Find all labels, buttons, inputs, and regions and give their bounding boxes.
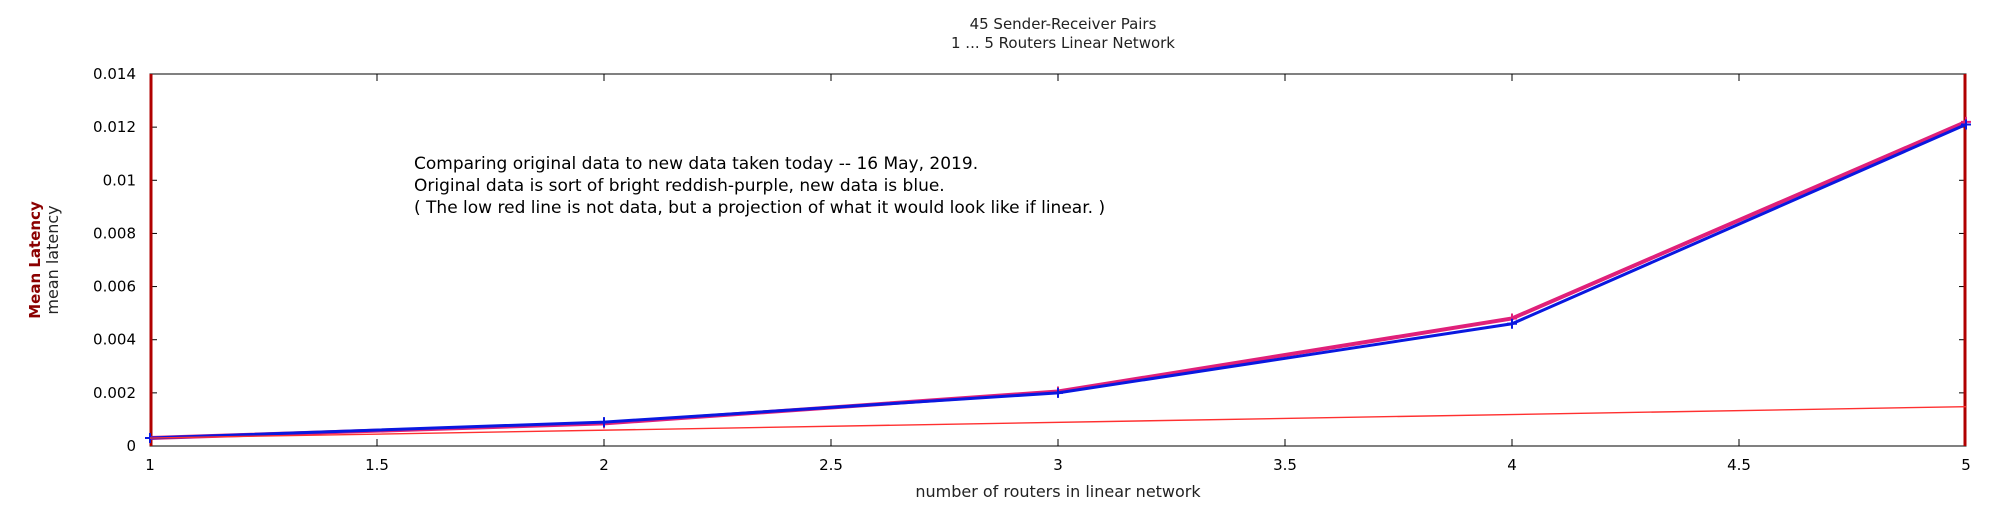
series-2-point — [599, 417, 609, 428]
annotation-line-3: ( The low red line is not data, but a pr… — [414, 198, 1105, 218]
y-axis-label: mean latency — [43, 205, 62, 314]
y-tick-label: 0.008 — [93, 224, 136, 242]
series-layer — [145, 116, 1971, 444]
x-tick-label: 3.5 — [1273, 456, 1297, 474]
chart-title: 45 Sender-Receiver Pairs — [970, 15, 1157, 33]
annotation-line-2: Original data is sort of bright reddish-… — [414, 176, 945, 196]
x-tick-label: 5 — [1961, 456, 1971, 474]
y-tick-labels: 0 0.002 0.004 0.006 0.008 0.01 0.012 0.014 — [93, 65, 136, 455]
y-tick-label: 0.012 — [93, 118, 136, 136]
x-tick-label: 4.5 — [1727, 456, 1751, 474]
series-2-point — [1507, 318, 1517, 329]
y-tick-label: 0.004 — [93, 331, 136, 349]
series-2-point — [1961, 119, 1971, 130]
series-2-point — [1053, 387, 1063, 398]
series-line-3 — [149, 405, 1967, 439]
x-tick-label: 4 — [1507, 456, 1517, 474]
x-tick-label: 1.5 — [365, 456, 389, 474]
x-tick-label: 3 — [1053, 456, 1063, 474]
x-tick-labels: 1 1.5 2 2.5 3 3.5 4 4.5 5 — [145, 456, 1971, 474]
y-tick-label: 0.014 — [93, 65, 136, 83]
y-tick-label: 0 — [126, 437, 136, 455]
y-axis-label-secondary: Mean Latency — [26, 201, 44, 319]
y-tick-label: 0.01 — [103, 171, 136, 189]
chart-subtitle: 1 ... 5 Routers Linear Network — [951, 34, 1175, 52]
x-axis-label: number of routers in linear network — [915, 482, 1201, 501]
y-tick-label: 0.002 — [93, 384, 136, 402]
x-tick-label: 2.5 — [819, 456, 843, 474]
x-tick-label: 2 — [599, 456, 609, 474]
x-tick-label: 1 — [145, 456, 155, 474]
annotation-line-1: Comparing original data to new data take… — [414, 154, 978, 174]
y-tick-label: 0.006 — [93, 278, 136, 296]
